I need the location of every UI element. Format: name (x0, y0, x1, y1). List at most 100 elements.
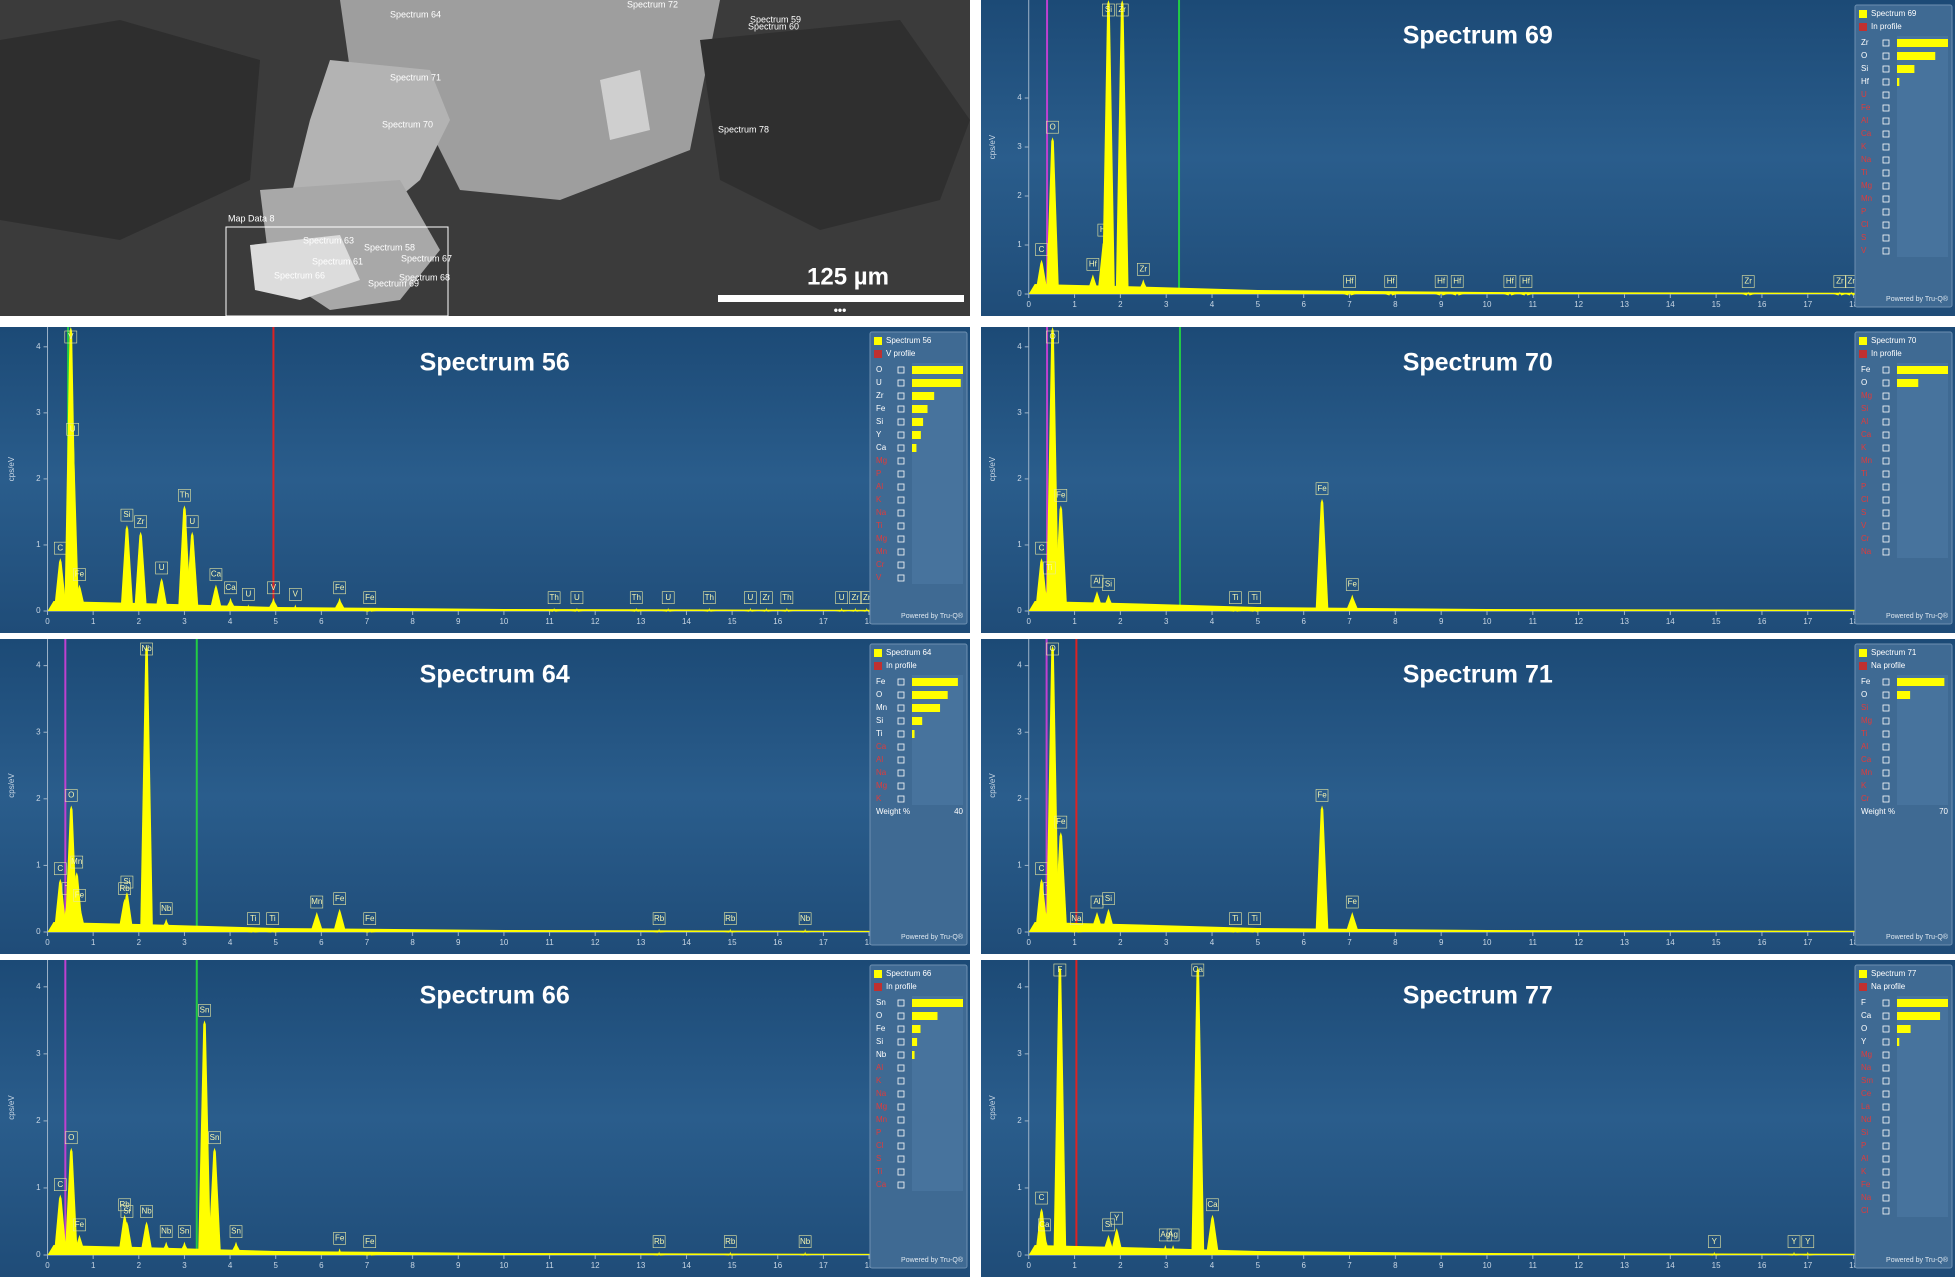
peak-label: Ti (1251, 914, 1258, 923)
peak-label: Th (549, 593, 558, 602)
peak-label-box (64, 789, 78, 802)
peak (53, 558, 67, 611)
peak-label: Fe (1056, 817, 1066, 826)
x-tick-label: 7 (1347, 300, 1352, 309)
x-tick-label: 15 (728, 1261, 737, 1270)
y-tick-label: 4 (36, 661, 41, 670)
legend-footer: Powered by Tru-Q® (1886, 1256, 1949, 1264)
peak (1046, 137, 1059, 294)
peak-label-box (64, 1131, 78, 1145)
spectrum-label: Spectrum 69 (368, 278, 419, 288)
weight-axis-max: 40 (954, 807, 963, 816)
lock-icon (897, 999, 905, 1007)
peak-label: Al (1093, 897, 1100, 906)
peak-label: U (245, 590, 251, 599)
x-tick-label: 2 (1118, 617, 1123, 626)
peak-label: Rb (120, 1200, 131, 1209)
lock-icon (1882, 1012, 1890, 1020)
x-tick-label: 6 (319, 1261, 324, 1270)
weight-axis-label: Weight % (876, 807, 910, 816)
peak (798, 1251, 812, 1256)
legend-element: Ti (876, 729, 883, 738)
grain (700, 20, 970, 230)
peak (209, 584, 223, 611)
lock-icon (897, 691, 905, 699)
peak-label: V (68, 332, 74, 341)
peak-label: Fe (365, 1237, 375, 1246)
lock-icon (897, 379, 905, 387)
x-tick-label: 18 (865, 938, 874, 947)
legend-element: S (876, 1154, 881, 1163)
lock-icon (897, 392, 905, 400)
peak-label-box (120, 875, 134, 889)
x-tick-label: 2 (1118, 300, 1123, 309)
legend-element: Al (876, 482, 883, 491)
peak (848, 607, 862, 612)
legend-element: Si (1861, 703, 1868, 712)
x-tick-label: 11 (1529, 617, 1538, 626)
legend-element: Cl (1861, 1206, 1869, 1215)
peak-label: Fe (1317, 791, 1327, 800)
peak-label-box (547, 591, 561, 604)
x-tick-label: 0 (45, 1261, 50, 1270)
legend-element: Mg (876, 781, 887, 790)
x-tick-label: 17 (819, 1261, 828, 1270)
peak (120, 892, 134, 932)
peak-label: Mn (71, 857, 82, 866)
lock-icon (1882, 1025, 1890, 1033)
x-tick-label: 13 (636, 1261, 645, 1270)
weight-bar (1897, 1025, 1911, 1033)
legend-swatch (1859, 662, 1867, 670)
legend-title: Spectrum 69 (1871, 9, 1917, 18)
legend-element: Mg (876, 534, 887, 543)
y-tick-label: 0 (1017, 927, 1022, 936)
peak-label: C (1039, 245, 1045, 254)
peak (310, 912, 324, 932)
x-tick-label: 7 (1347, 617, 1352, 626)
lock-icon (897, 574, 905, 582)
peak (1228, 928, 1242, 933)
peak (1086, 274, 1100, 294)
scale-bar-label: 125 µm (807, 263, 889, 290)
x-tick-label: 17 (1803, 617, 1812, 626)
spectrum-panel: 01234567891011121314151617181920keV01234… (0, 960, 970, 1277)
legend-element: Mg (1861, 391, 1872, 400)
peak-label: C (1039, 1193, 1045, 1202)
lock-icon (1882, 39, 1890, 47)
y-tick-label: 3 (1017, 142, 1022, 151)
legend-element: Fe (1861, 365, 1871, 374)
peak (1315, 805, 1329, 932)
peak-label: U (747, 593, 753, 602)
continuum (1028, 284, 1946, 294)
x-tick-label: 6 (319, 617, 324, 626)
legend-element: Ca (876, 443, 887, 452)
lock-icon (1882, 743, 1890, 751)
peak-label-box (1787, 1235, 1801, 1248)
x-tick-label: 4 (1210, 938, 1215, 947)
legend-element: K (876, 495, 882, 504)
lock-icon (897, 1103, 905, 1111)
y-tick-label: 0 (1017, 1250, 1022, 1259)
legend-element: Ca (876, 742, 887, 751)
lock-icon (1882, 483, 1890, 491)
peak-label-box (1343, 275, 1356, 288)
x-tick-label: 10 (499, 1261, 508, 1270)
lock-icon (897, 1129, 905, 1137)
peak-label-box (1707, 1235, 1721, 1248)
legend-element: O (876, 365, 882, 374)
peak-label: Nb (141, 644, 152, 653)
x-tick-label: 16 (1758, 1261, 1767, 1270)
spectrum-label: Spectrum 70 (382, 119, 433, 129)
x-tick-label: 16 (773, 938, 782, 947)
lock-icon (1882, 104, 1890, 112)
lock-icon (897, 782, 905, 790)
peak-label: Sn (210, 1133, 220, 1142)
x-tick-label: 0 (1026, 617, 1031, 626)
x-tick-label: 0 (1026, 1261, 1031, 1270)
lock-icon (1882, 1129, 1890, 1137)
peak-label: C (57, 1180, 63, 1189)
peak-label-box (1345, 895, 1359, 909)
weight-axis-label: Weight % (1861, 807, 1895, 816)
x-tick-label: 6 (1301, 300, 1306, 309)
